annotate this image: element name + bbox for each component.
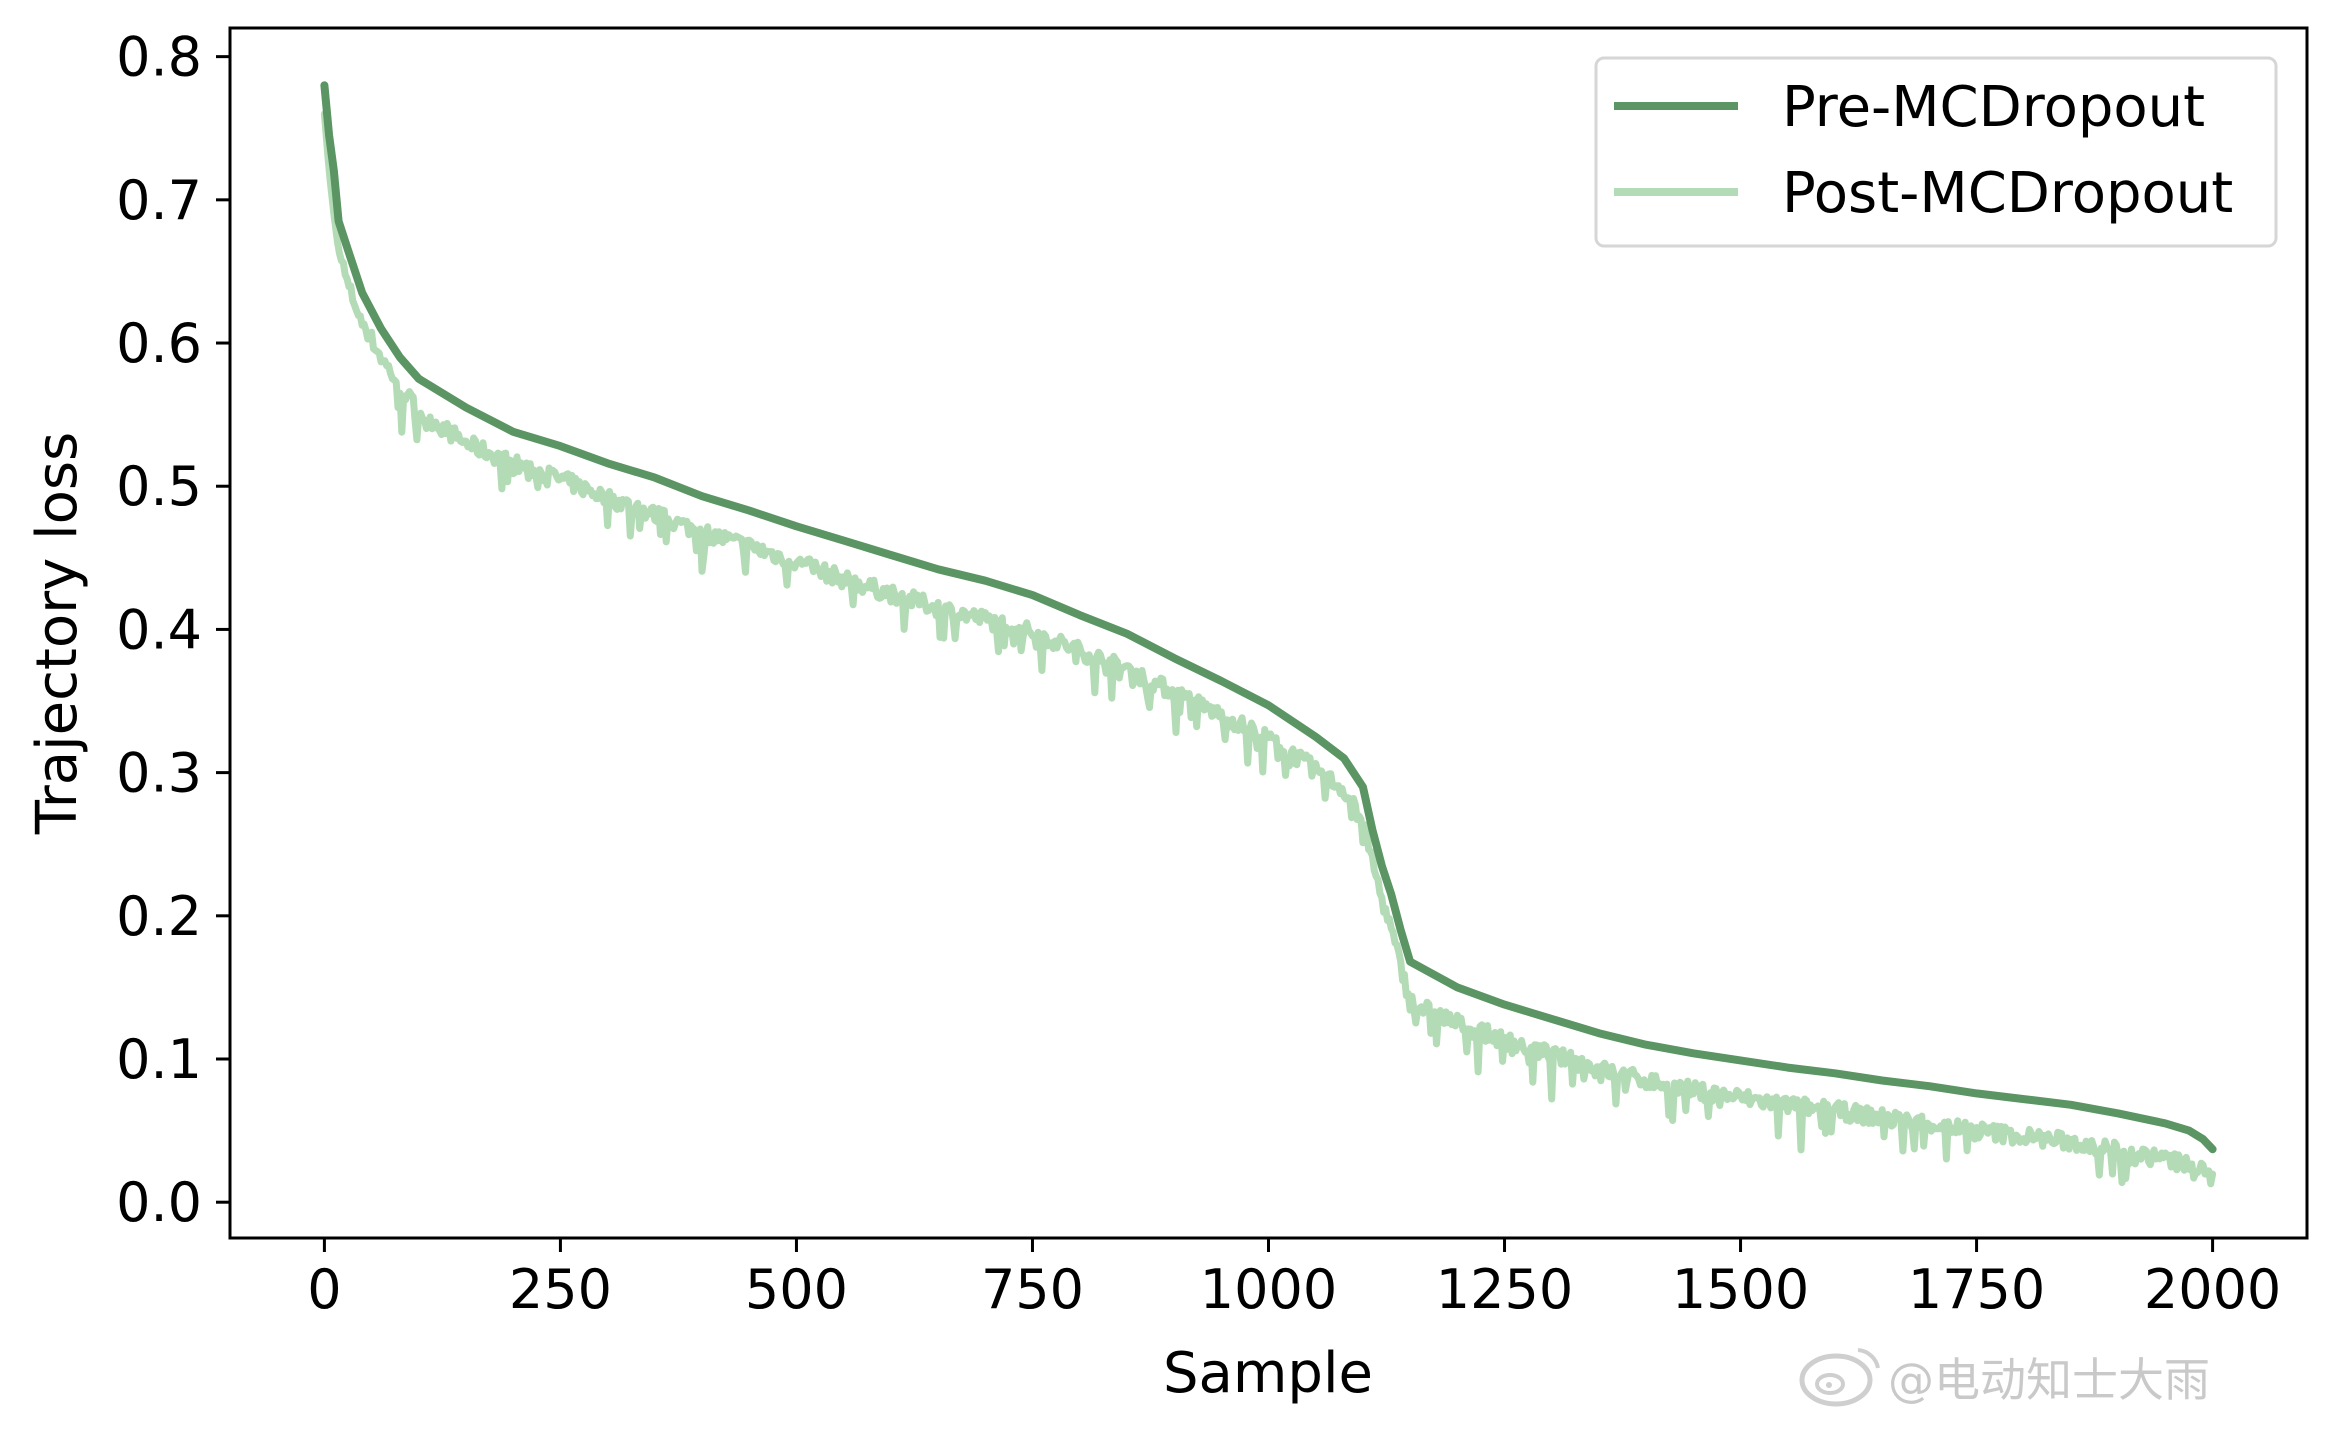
y-tick-label: 0.3	[116, 742, 202, 805]
y-axis-ticks: 0.0 0.1 0.2 0.3 0.4 0.5 0.6 0.7 0.8	[116, 26, 230, 1234]
x-axis-ticks: 0 250 500 750 1000 1250 1500 1750 2000	[307, 1238, 2281, 1321]
x-tick-label: 1000	[1200, 1258, 1337, 1321]
x-tick-label: 1750	[1908, 1258, 2045, 1321]
series-line-post-mcdropout	[320, 110, 2217, 1188]
y-tick-label: 0.5	[116, 455, 202, 518]
watermark-text: @电动知士大雨	[1888, 1353, 2210, 1407]
x-tick-label: 1250	[1436, 1258, 1573, 1321]
x-tick-label: 0	[307, 1258, 341, 1321]
x-tick-label: 1500	[1672, 1258, 1809, 1321]
y-tick-label: 0.8	[116, 26, 202, 89]
weibo-logo-icon	[1799, 1348, 1880, 1407]
legend-label-pre-mcdropout: Pre-MCDropout	[1782, 75, 2205, 140]
legend: Pre-MCDropout Post-MCDropout	[1594, 56, 2278, 248]
y-tick-label: 0.2	[116, 885, 202, 948]
x-tick-label: 500	[745, 1258, 848, 1321]
x-tick-label: 250	[509, 1258, 612, 1321]
x-tick-label: 750	[981, 1258, 1084, 1321]
y-tick-label: 0.7	[116, 169, 202, 232]
y-tick-label: 0.0	[116, 1171, 202, 1234]
x-axis-label: Sample	[1163, 1341, 1373, 1406]
y-tick-label: 0.4	[116, 598, 202, 661]
y-tick-label: 0.1	[116, 1028, 202, 1091]
series-layer	[320, 81, 2217, 1188]
series-line-pre-mcdropout	[320, 81, 2217, 1154]
y-axis-label: Trajectory loss	[25, 432, 90, 835]
legend-box	[1594, 56, 2278, 248]
watermark: @电动知士大雨	[1799, 1348, 2210, 1407]
y-tick-label: 0.6	[116, 312, 202, 375]
x-tick-label: 2000	[2144, 1258, 2281, 1321]
legend-label-post-mcdropout: Post-MCDropout	[1782, 161, 2233, 226]
